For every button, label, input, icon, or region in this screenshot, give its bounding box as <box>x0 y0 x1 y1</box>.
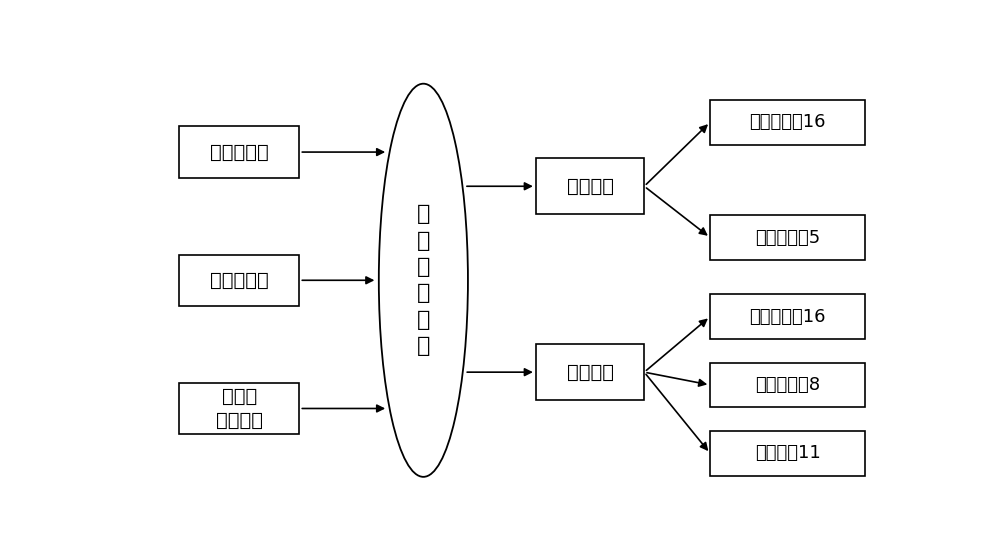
Text: 开启气泵11: 开启气泵11 <box>755 445 820 462</box>
FancyBboxPatch shape <box>536 344 644 400</box>
Text: 开启水泵二8: 开启水泵二8 <box>755 376 820 394</box>
FancyBboxPatch shape <box>536 159 644 214</box>
FancyBboxPatch shape <box>179 255 299 306</box>
Ellipse shape <box>379 84 468 477</box>
FancyBboxPatch shape <box>710 100 865 145</box>
Text: 低温启动: 低温启动 <box>566 176 614 196</box>
FancyBboxPatch shape <box>710 362 865 407</box>
FancyBboxPatch shape <box>710 294 865 339</box>
Text: 负载状
态传感器: 负载状 态传感器 <box>216 387 263 430</box>
FancyBboxPatch shape <box>710 431 865 476</box>
Text: 开启连通阀16: 开启连通阀16 <box>749 113 826 131</box>
Text: 开启水泵一5: 开启水泵一5 <box>755 229 820 246</box>
Text: 流量传感器: 流量传感器 <box>210 271 269 290</box>
Text: 温度传感器: 温度传感器 <box>210 143 269 162</box>
FancyBboxPatch shape <box>179 127 299 178</box>
Text: 电
子
控
制
单
元: 电 子 控 制 单 元 <box>417 204 430 356</box>
Text: 正常工作: 正常工作 <box>566 362 614 382</box>
FancyBboxPatch shape <box>710 215 865 260</box>
Text: 关闭连通阀16: 关闭连通阀16 <box>749 307 826 326</box>
FancyBboxPatch shape <box>179 383 299 434</box>
